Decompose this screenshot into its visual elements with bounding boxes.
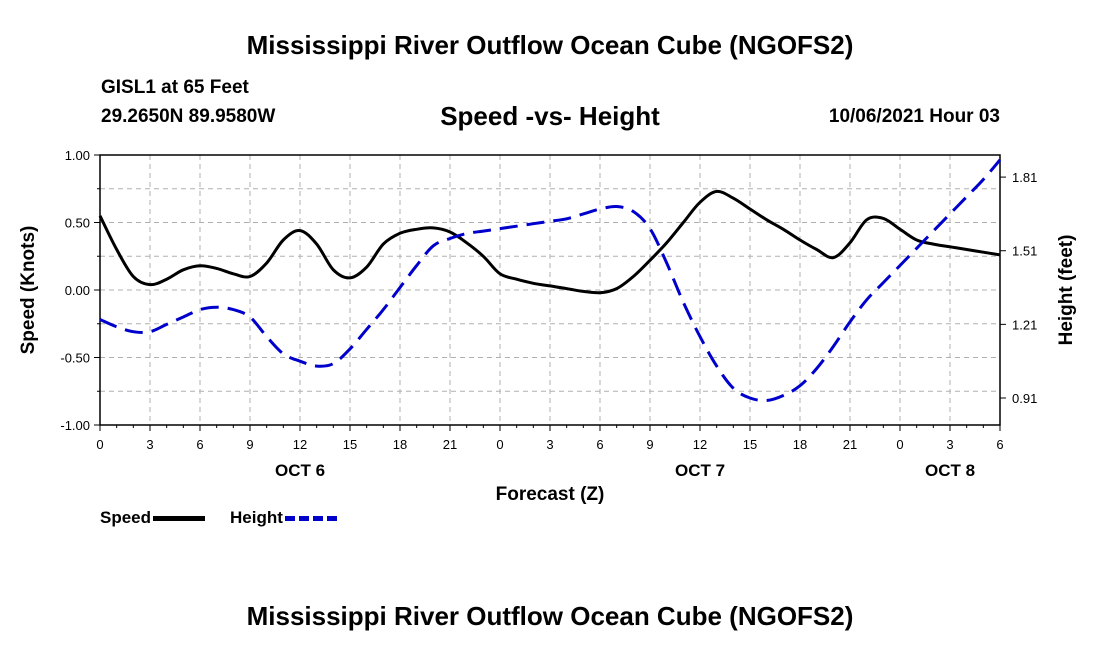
series-line-speed: [98, 189, 1001, 295]
y-tick-label: -0.50: [60, 351, 90, 366]
y2-tick-label: 0.91: [1012, 391, 1037, 406]
legend-speed-label: Speed: [100, 508, 152, 527]
x-tick-label: 9: [646, 437, 653, 452]
x-axis-label: Forecast (Z): [496, 484, 605, 505]
x-tick-label: 15: [343, 437, 357, 452]
day-label: OCT 8: [925, 461, 975, 480]
x-tick-label: 3: [546, 437, 553, 452]
y-axis-label: Speed (Knots): [18, 226, 39, 355]
x-tick-label: 21: [443, 437, 457, 452]
y2-tick-label: 1.51: [1012, 244, 1037, 259]
station-label: GISL1 at 65 Feet: [101, 77, 249, 98]
y-tick-label: -1.00: [60, 418, 90, 433]
day-label: OCT 6: [275, 461, 325, 480]
x-tick-label: 6: [196, 437, 203, 452]
legend-speed-swatch: [153, 515, 206, 521]
x-tick-label: 3: [946, 437, 953, 452]
legend-height-label: Height: [230, 508, 283, 527]
x-tick-label: 12: [693, 437, 707, 452]
day-label: OCT 7: [675, 461, 725, 480]
x-tick-label: 18: [393, 437, 407, 452]
x-tick-label: 3: [146, 437, 153, 452]
y-tick-label: 0.50: [65, 216, 90, 231]
y2-tick-label: 1.81: [1012, 170, 1037, 185]
x-tick-label: 9: [246, 437, 253, 452]
chart-title: Mississippi River Outflow Ocean Cube (NG…: [246, 30, 854, 60]
y2-axis-label: Height (feet): [1056, 235, 1077, 346]
chart-subtitle: Speed -vs- Height: [440, 101, 660, 131]
y-tick-label: 0.00: [65, 283, 90, 298]
x-tick-label: 6: [596, 437, 603, 452]
x-tick-label: 0: [96, 437, 103, 452]
forecast-datetime: 10/06/2021 Hour 03: [828, 106, 1000, 127]
x-tick-label: 18: [793, 437, 807, 452]
x-tick-label: 0: [896, 437, 903, 452]
coordinates-label: 29.2650N 89.9580W: [101, 106, 276, 127]
x-tick-label: 21: [843, 437, 857, 452]
x-tick-label: 0: [496, 437, 503, 452]
y-tick-label: 1.00: [65, 148, 90, 163]
x-tick-label: 6: [996, 437, 1003, 452]
legend-height: Height: [230, 508, 337, 528]
x-tick-label: 15: [743, 437, 757, 452]
legend-speed: Speed: [100, 508, 206, 528]
legend-height-swatch: [284, 515, 337, 521]
series-line-height: [99, 158, 1002, 403]
y2-tick-label: 1.21: [1012, 317, 1037, 332]
footer-title: Mississippi River Outflow Ocean Cube (NG…: [246, 601, 854, 631]
x-tick-label: 12: [293, 437, 307, 452]
